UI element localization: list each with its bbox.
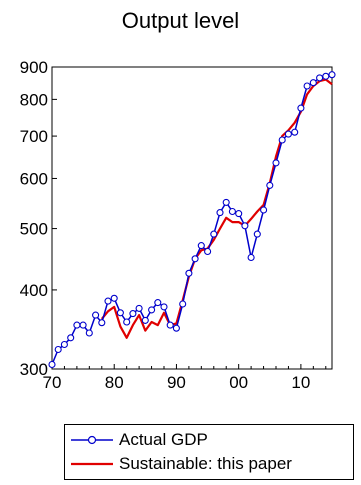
series-line-sustainable [100, 78, 333, 339]
data-point-actual-gdp [260, 206, 268, 214]
data-point-actual-gdp [247, 253, 255, 262]
y-tick-label: 500 [20, 220, 48, 239]
output-level-chart: 300 400 500 600 700 800 900 70 80 90 00 10 [20, 58, 336, 392]
data-point-actual-gdp [228, 207, 236, 216]
data-point-actual-gdp [148, 306, 156, 314]
data-point-actual-gdp [179, 300, 187, 308]
data-point-actual-gdp [216, 209, 224, 217]
data-point-actual-gdp [123, 318, 131, 326]
legend-item-actual-gdp: Actual GDP [71, 429, 208, 451]
data-point-actual-gdp [204, 247, 212, 256]
data-point-actual-gdp [110, 294, 118, 302]
legend-item-sustainable: Sustainable: this paper [71, 453, 292, 475]
data-point-actual-gdp [116, 309, 124, 317]
data-point-actual-gdp [154, 299, 162, 307]
data-point-actual-gdp [322, 72, 330, 80]
data-point-actual-gdp [297, 104, 305, 112]
x-tick-label: 10 [291, 373, 310, 392]
x-tick-label: 80 [105, 373, 124, 392]
y-tick-label: 600 [20, 169, 48, 188]
data-point-actual-gdp [272, 159, 280, 167]
data-point-actual-gdp [85, 329, 93, 337]
y-tick-label: 300 [20, 360, 48, 379]
data-point-actual-gdp [98, 319, 106, 327]
data-point-actual-gdp [67, 334, 75, 342]
data-point-actual-gdp [166, 321, 174, 329]
data-point-actual-gdp [160, 303, 168, 311]
legend-swatch-actual-gdp [71, 433, 113, 447]
legend-label-actual-gdp: Actual GDP [119, 430, 208, 449]
data-point-actual-gdp [197, 242, 205, 250]
data-point-actual-gdp [278, 136, 286, 144]
data-point-actual-gdp [191, 255, 199, 263]
data-point-actual-gdp [328, 71, 336, 79]
data-point-actual-gdp [235, 210, 243, 218]
chart-legend: Actual GDP Sustainable: this paper [64, 424, 354, 480]
data-point-actual-gdp [253, 230, 261, 238]
data-point-actual-gdp [141, 316, 149, 324]
data-point-actual-gdp [185, 269, 193, 277]
data-point-actual-gdp [210, 230, 218, 238]
data-point-actual-gdp [309, 79, 317, 87]
data-point-actual-gdp [284, 130, 292, 138]
x-tick-label: 00 [229, 373, 248, 392]
y-tick-label: 900 [20, 58, 48, 77]
data-point-actual-gdp [104, 297, 112, 305]
data-point-actual-gdp [60, 340, 68, 349]
data-point-actual-gdp [129, 310, 137, 318]
x-tick-label: 70 [43, 373, 62, 392]
y-tick-label: 400 [20, 281, 48, 300]
data-point-actual-gdp [172, 324, 180, 332]
data-point-actual-gdp [92, 311, 100, 319]
plot-frame [51, 66, 333, 370]
data-point-actual-gdp [48, 360, 56, 369]
data-point-actual-gdp [54, 345, 62, 354]
data-point-actual-gdp [291, 128, 299, 136]
data-point-actual-gdp [222, 198, 230, 206]
data-point-actual-gdp [266, 181, 274, 189]
data-point-actual-gdp [241, 222, 249, 230]
data-point-actual-gdp [79, 321, 87, 329]
legend-swatch-sustainable [71, 457, 113, 471]
data-point-actual-gdp [135, 304, 143, 312]
chart-title: Output level [121, 8, 240, 33]
data-point-actual-gdp [303, 82, 311, 90]
y-tick-label: 800 [20, 90, 48, 109]
data-point-actual-gdp [316, 74, 324, 82]
x-tick-label: 90 [167, 373, 186, 392]
y-tick-label: 700 [20, 127, 48, 146]
series-line-actual-gdp [51, 73, 333, 365]
data-point-actual-gdp [73, 321, 81, 329]
legend-label-sustainable: Sustainable: this paper [119, 454, 292, 473]
